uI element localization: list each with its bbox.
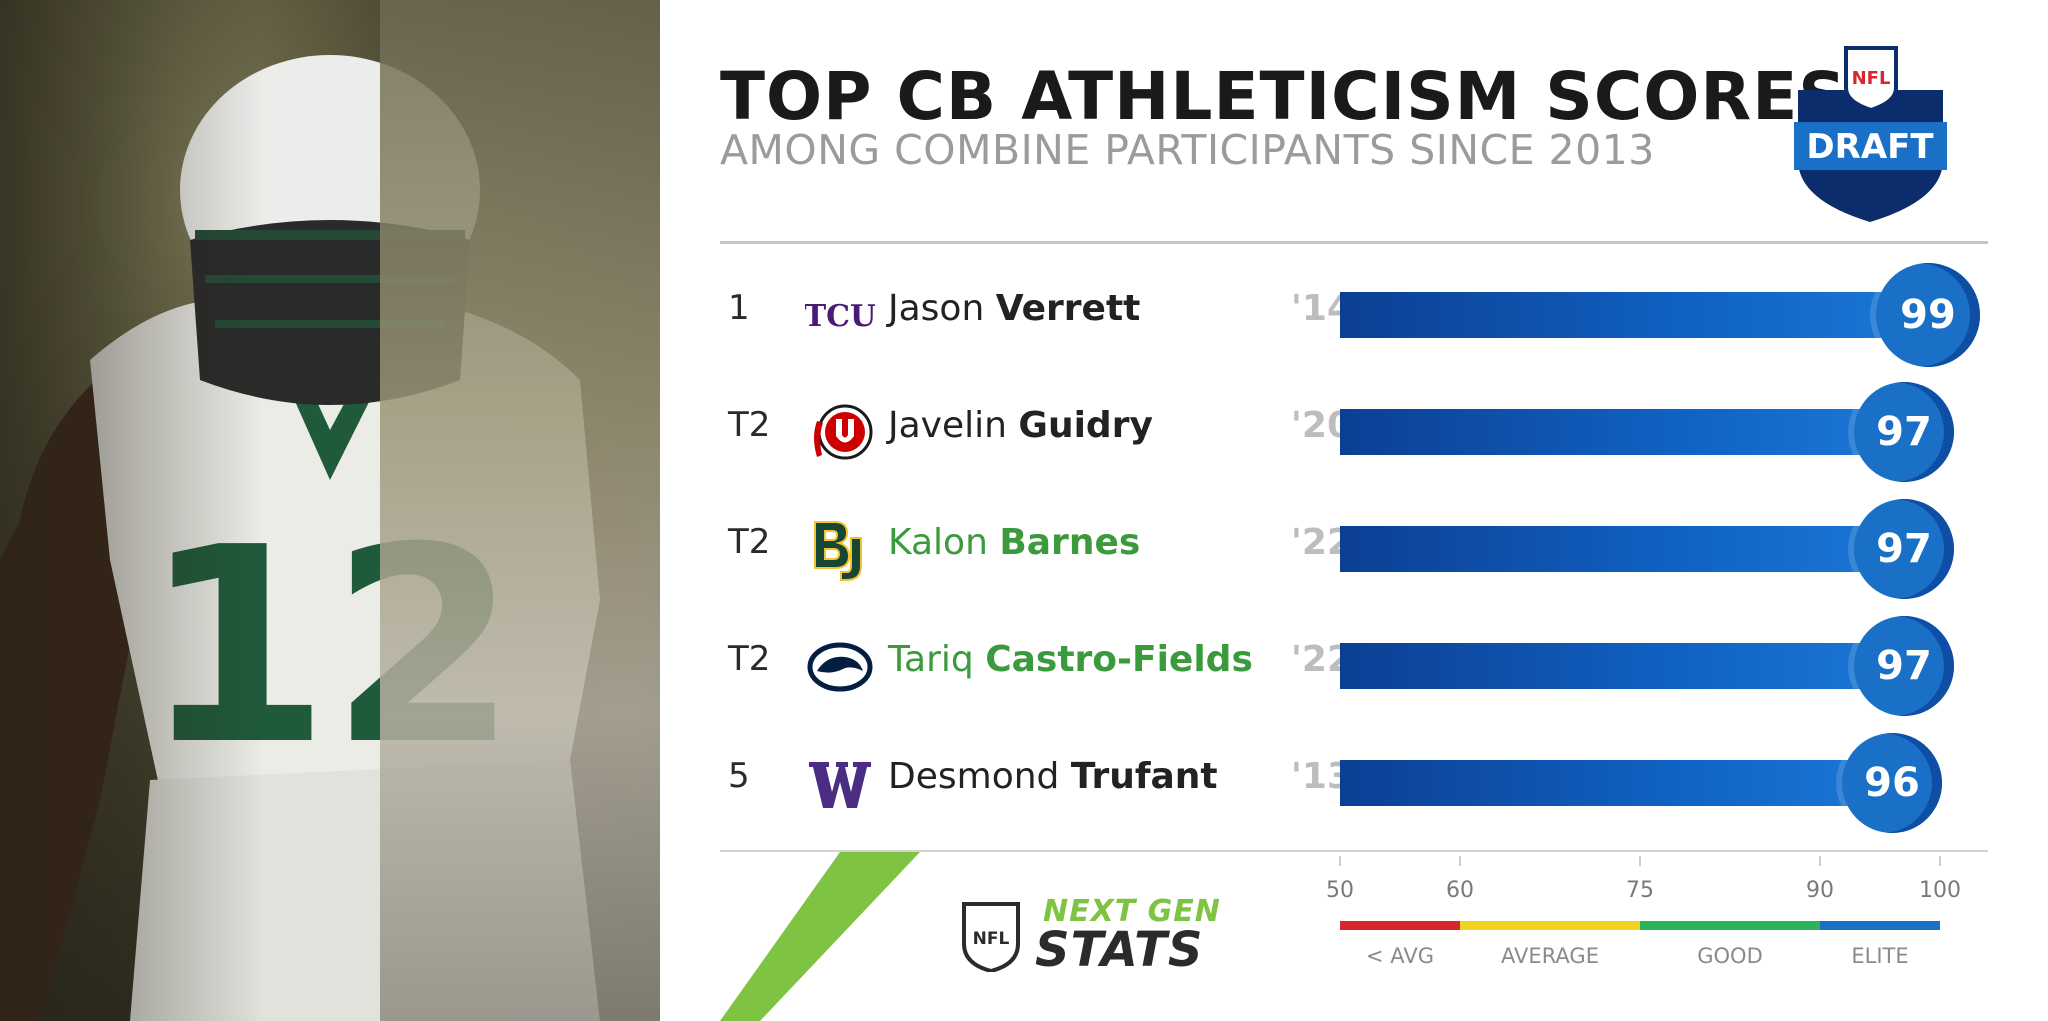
player-photo: 12 bbox=[0, 0, 660, 1021]
rank-label: T2 bbox=[728, 639, 771, 679]
header-divider bbox=[720, 241, 1988, 244]
player-last-name: Barnes bbox=[999, 522, 1141, 563]
score-value-badge: 97 bbox=[1854, 499, 1954, 599]
utah-logo-icon bbox=[814, 404, 873, 460]
player-name: Jason Verrett bbox=[888, 288, 1140, 329]
scale-tick-label: 60 bbox=[1446, 878, 1474, 903]
score-bar bbox=[1340, 526, 1904, 572]
scale-tick-label: 75 bbox=[1626, 878, 1654, 903]
scale-band bbox=[1820, 921, 1940, 930]
ranking-row: T2 Tariq Castro-Fields '22 97 bbox=[720, 611, 1988, 721]
nfl-shield-text: NFL bbox=[1852, 68, 1891, 89]
chart-subtitle: AMONG COMBINE PARTICIPANTS SINCE 2013 bbox=[720, 126, 1655, 174]
combine-year: '22 bbox=[1290, 639, 1352, 680]
green-slash-decoration bbox=[720, 852, 920, 1021]
score-value-badge: 96 bbox=[1842, 733, 1942, 833]
combine-year: '20 bbox=[1290, 405, 1352, 446]
scale-tick-label: 90 bbox=[1806, 878, 1834, 903]
scale-band bbox=[1340, 921, 1460, 930]
player-first-name: Desmond bbox=[888, 756, 1071, 797]
player-name: Tariq Castro-Fields bbox=[888, 639, 1253, 680]
draft-word: DRAFT bbox=[1806, 127, 1934, 167]
score-value-badge: 99 bbox=[1876, 263, 1980, 367]
next-gen-text: NEXT GEN bbox=[1043, 894, 1221, 929]
combine-year: '22 bbox=[1290, 522, 1352, 563]
player-first-name: Tariq bbox=[888, 639, 986, 680]
score-bar bbox=[1340, 760, 1892, 806]
washington-logo-icon bbox=[809, 762, 871, 808]
rank-label: T2 bbox=[728, 522, 771, 562]
rank-label: 1 bbox=[728, 288, 750, 328]
scale-tick-mark bbox=[1339, 856, 1341, 866]
ranking-row: T2 Kalon Barnes '22 97 bbox=[720, 494, 1988, 604]
scale-band-label: AVERAGE bbox=[1501, 944, 1599, 968]
score-value-badge: 97 bbox=[1854, 382, 1954, 482]
scale-band-label: GOOD bbox=[1697, 944, 1763, 968]
scale-tick-mark bbox=[1639, 856, 1641, 866]
score-bar bbox=[1340, 292, 1928, 338]
scale-tick-mark bbox=[1819, 856, 1821, 866]
player-name: Javelin Guidry bbox=[888, 405, 1153, 446]
player-last-name: Trufant bbox=[1070, 756, 1218, 797]
tcu-logo-icon: TCU bbox=[805, 299, 875, 334]
baylor-logo-icon bbox=[814, 521, 862, 581]
score-value-badge: 97 bbox=[1854, 616, 1954, 716]
player-first-name: Javelin bbox=[888, 405, 1019, 446]
tcu-logo-text: TCU bbox=[805, 299, 875, 334]
scale-tick-label: 50 bbox=[1326, 878, 1354, 903]
ranking-row: 1 TCU Jason Verrett '14 99 bbox=[720, 260, 1988, 370]
ngs-shield-text: NFL bbox=[973, 929, 1010, 949]
score-bar bbox=[1340, 643, 1904, 689]
player-last-name: Castro-Fields bbox=[985, 639, 1253, 680]
stats-text: STATS bbox=[1035, 922, 1204, 978]
scale-tick-mark bbox=[1459, 856, 1461, 866]
player-name: Desmond Trufant bbox=[888, 756, 1218, 797]
nfl-shield-icon: NFL bbox=[962, 902, 1020, 972]
player-last-name: Verrett bbox=[995, 288, 1141, 329]
combine-year: '14 bbox=[1290, 288, 1352, 329]
rank-label: 5 bbox=[728, 756, 750, 796]
penn-state-logo-icon bbox=[807, 642, 873, 692]
rank-label: T2 bbox=[728, 405, 771, 445]
ranking-row: T2 Javelin Guidry '20 97 bbox=[720, 377, 1988, 487]
player-name: Kalon Barnes bbox=[888, 522, 1140, 563]
scale-band bbox=[1460, 921, 1640, 930]
scale-band bbox=[1640, 921, 1820, 930]
nfl-draft-logo: NFL DRAFT bbox=[1794, 46, 1947, 222]
scale-tick-label: 100 bbox=[1919, 878, 1961, 903]
ranking-row: 5 Desmond Trufant '13 96 bbox=[720, 728, 1988, 838]
score-bar bbox=[1340, 409, 1904, 455]
player-first-name: Jason bbox=[888, 288, 996, 329]
scale-band-label: ELITE bbox=[1851, 944, 1909, 968]
chart-title: TOP CB ATHLETICISM SCORES bbox=[720, 58, 1847, 135]
player-last-name: Guidry bbox=[1018, 405, 1153, 446]
scale-band-label: < AVG bbox=[1366, 944, 1434, 968]
scale-tick-mark bbox=[1939, 856, 1941, 866]
scale-divider bbox=[720, 850, 1988, 852]
player-first-name: Kalon bbox=[888, 522, 1000, 563]
combine-year: '13 bbox=[1290, 756, 1352, 797]
